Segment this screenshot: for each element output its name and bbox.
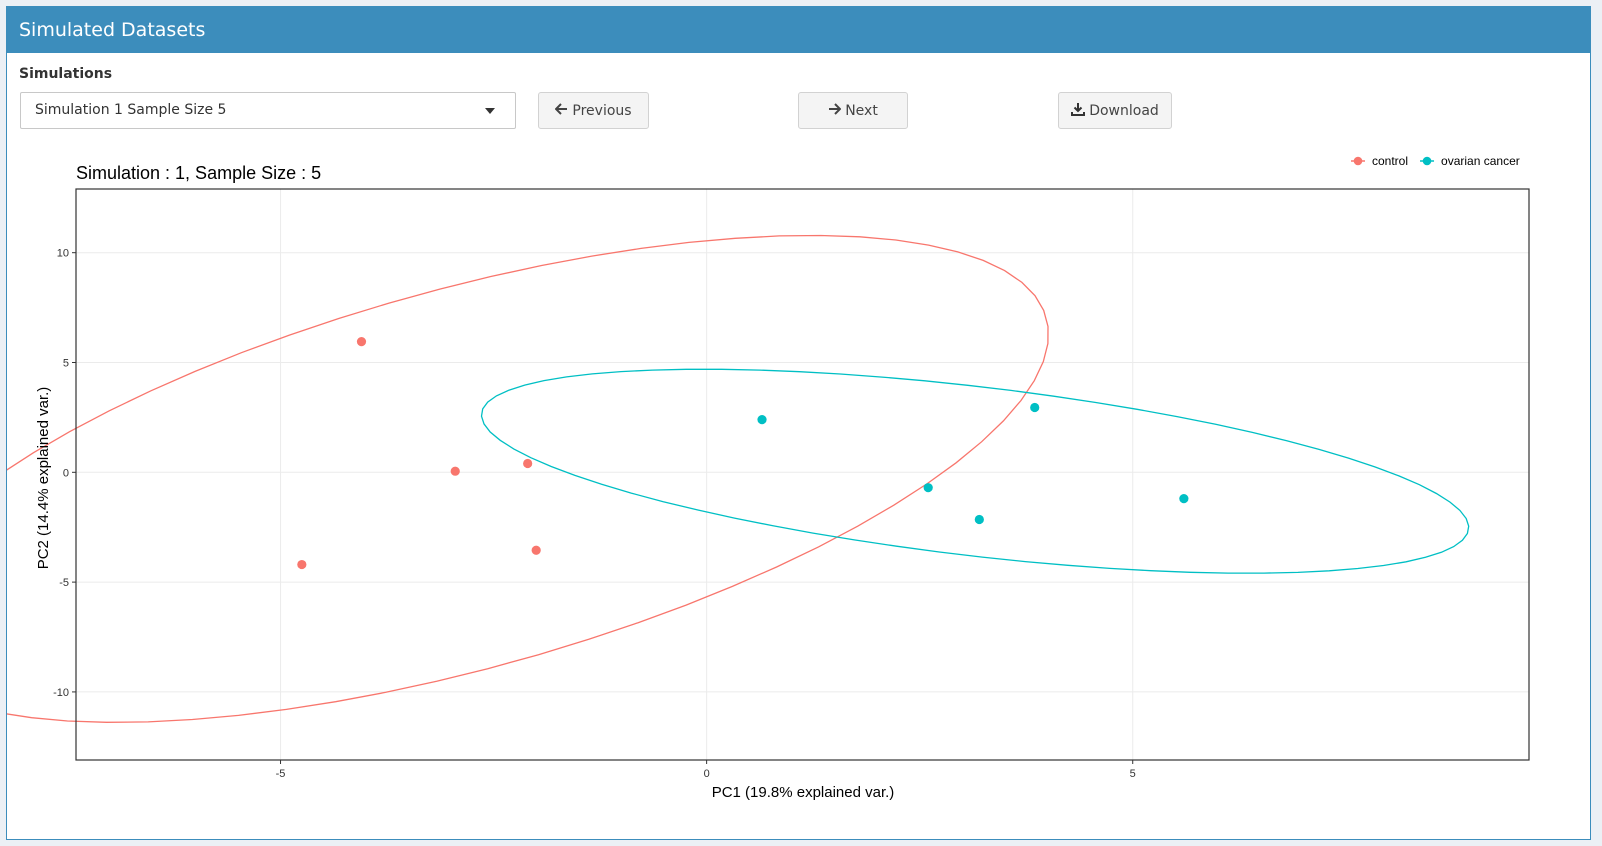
- y-tick-label: 5: [63, 357, 69, 369]
- legend-label: ovarian cancer: [1441, 154, 1520, 168]
- grid: [76, 189, 1529, 760]
- panel-title: Simulated Datasets: [7, 7, 1590, 53]
- chart-title: Simulation : 1, Sample Size : 5: [76, 163, 321, 183]
- point-ovarian-cancer: [757, 414, 767, 425]
- download-label: Download: [1089, 102, 1159, 119]
- arrow-right-icon: [828, 103, 842, 118]
- download-icon: [1071, 102, 1086, 119]
- arrow-left-icon: [554, 103, 568, 118]
- x-tick-label: 0: [704, 768, 710, 780]
- point-ovarian-cancer: [1179, 494, 1189, 504]
- y-tick-label: -10: [53, 687, 69, 699]
- legend-label: control: [1372, 154, 1408, 168]
- y-tick-label: -5: [59, 577, 69, 589]
- simulations-label: Simulations: [19, 66, 113, 82]
- point-ovarian-cancer: [923, 483, 933, 493]
- y-tick-label: 10: [57, 248, 69, 260]
- confidence-ellipses: [7, 234, 1470, 723]
- point-control: [531, 545, 541, 555]
- next-button[interactable]: Next: [798, 92, 908, 129]
- simulation-select-value: Simulation 1 Sample Size 5: [35, 102, 227, 118]
- axis-ticks: -5 0 5 10 5 0 -5 -10: [53, 248, 1136, 780]
- previous-label: Previous: [572, 102, 632, 119]
- previous-button[interactable]: Previous: [538, 92, 649, 129]
- x-tick-label: 5: [1130, 768, 1136, 780]
- caret-down-icon: [485, 108, 495, 114]
- ellipse-control: [7, 234, 1049, 723]
- download-button[interactable]: Download: [1058, 92, 1172, 129]
- y-tick-label: 0: [63, 467, 69, 479]
- simulated-datasets-panel: Simulated Datasets Simulations Simulatio…: [6, 6, 1591, 840]
- ellipse-ovarian-cancer: [480, 368, 1470, 574]
- x-axis-label: PC1 (19.8% explained var.): [712, 784, 895, 801]
- point-ovarian-cancer: [1030, 402, 1040, 413]
- plot-frame: [75, 188, 1530, 761]
- legend-key-dot: [1353, 156, 1363, 166]
- point-control: [523, 458, 533, 469]
- simulation-select[interactable]: Simulation 1 Sample Size 5: [20, 92, 516, 129]
- legend-key-dot: [1422, 156, 1432, 166]
- point-control: [356, 337, 367, 347]
- data-points: [297, 337, 1189, 570]
- next-label: Next: [845, 102, 878, 119]
- legend: control ovarian cancer: [1351, 154, 1520, 168]
- pca-scatter-plot: Simulation : 1, Sample Size : 5 control o…: [7, 154, 1530, 801]
- x-tick-label: -5: [276, 768, 286, 780]
- point-control: [297, 559, 307, 570]
- y-axis-label: PC2 (14.4% explained var.): [35, 387, 52, 570]
- point-ovarian-cancer: [974, 514, 984, 525]
- point-control: [450, 466, 460, 476]
